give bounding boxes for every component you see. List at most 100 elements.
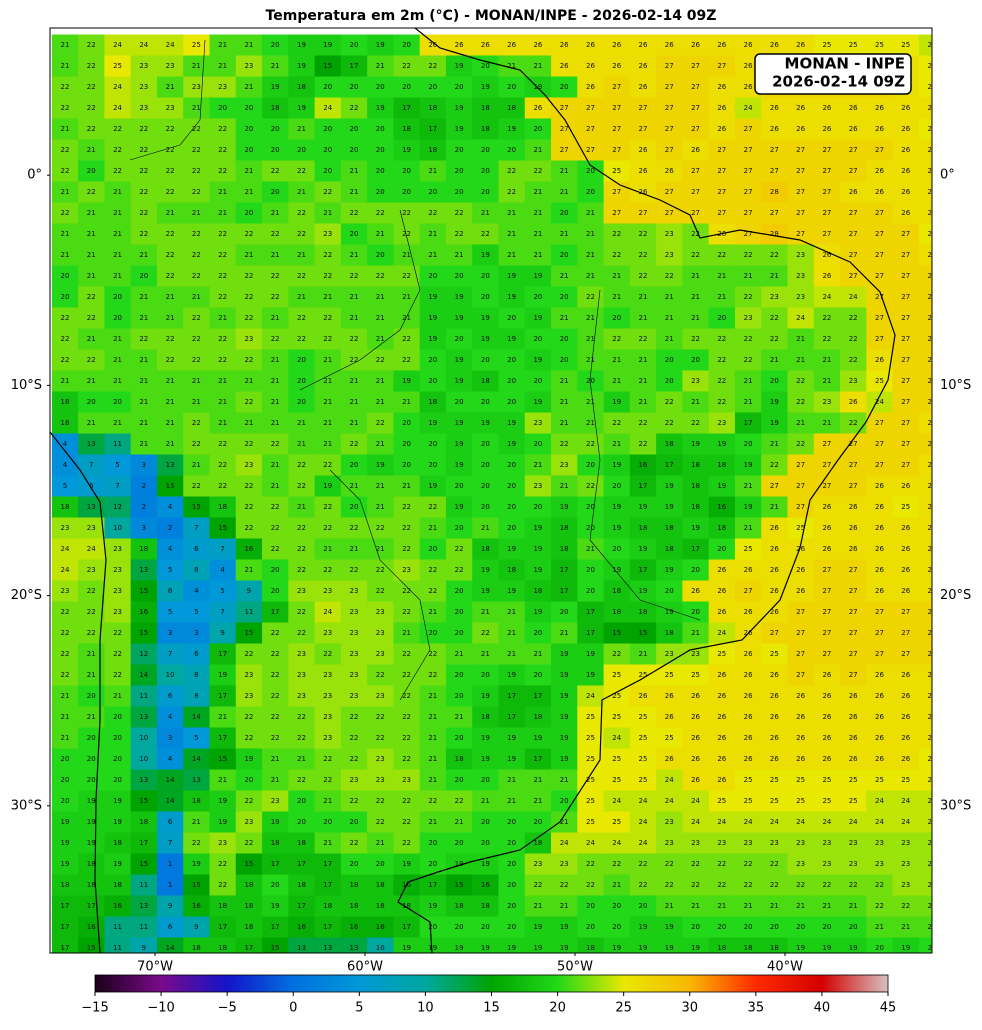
temperature-label: 24	[822, 818, 831, 826]
temperature-cell	[262, 265, 289, 288]
temperature-cell	[419, 349, 447, 372]
temperature-label: 24	[744, 104, 753, 112]
temperature-cell	[682, 496, 710, 519]
temperature-label: 21	[271, 356, 280, 364]
temperature-label: 26	[796, 713, 805, 721]
temperature-label: 20	[297, 377, 306, 385]
temperature-cell	[892, 328, 920, 351]
colorbar-tick-label: 25	[615, 1001, 632, 1016]
temperature-label: 21	[166, 419, 175, 427]
temperature-label: 21	[244, 419, 253, 427]
temperature-label: 18	[376, 902, 385, 910]
temperature-label: 25	[665, 671, 674, 679]
temperature-cell	[892, 97, 920, 120]
temperature-label: 23	[323, 587, 332, 595]
temperature-label: 27	[875, 629, 884, 637]
temperature-cell	[866, 34, 894, 57]
temperature-label: 21	[113, 272, 122, 280]
temperature-label: 22	[244, 398, 253, 406]
temperature-label: 21	[61, 62, 70, 70]
temperature-label: 21	[560, 272, 569, 280]
temperature-label: 20	[61, 755, 70, 763]
temperature-label: 15	[218, 755, 227, 763]
temperature-label: 19	[533, 272, 542, 280]
temperature-cell	[183, 412, 211, 435]
temperature-cell	[577, 55, 605, 78]
temperature-cell	[209, 34, 237, 57]
temperature-cell	[918, 475, 932, 498]
temperature-label: 22	[244, 314, 253, 322]
temperature-label: 19	[507, 671, 516, 679]
temperature-cell	[78, 223, 106, 246]
temperature-label: 23	[323, 230, 332, 238]
temperature-cell	[603, 202, 631, 225]
temperature-label: 21	[665, 293, 674, 301]
temperature-label: 1	[168, 881, 172, 889]
temperature-cell	[840, 454, 867, 477]
temperature-label: 22	[796, 377, 805, 385]
temperature-label: 27	[717, 188, 726, 196]
temperature-label: 24	[612, 839, 621, 847]
temperature-label: 22	[297, 230, 306, 238]
temperature-label: 21	[271, 62, 280, 70]
temperature-cell	[472, 139, 500, 162]
temperature-label: 18	[665, 440, 674, 448]
temperature-label: 22	[796, 398, 805, 406]
temperature-cell	[393, 223, 421, 246]
temperature-cell	[156, 223, 184, 246]
temperature-label: 16	[481, 881, 490, 889]
temperature-cell	[235, 433, 263, 456]
temperature-cell	[813, 391, 841, 414]
temperature-cell	[656, 34, 684, 57]
temperature-label: 22	[218, 335, 227, 343]
temperature-cell	[892, 412, 920, 435]
temperature-label: 3	[142, 461, 146, 469]
temperature-cell	[419, 265, 447, 288]
temperature-cell	[892, 307, 920, 330]
temperature-label: 21	[297, 440, 306, 448]
temperature-cell	[78, 517, 106, 540]
temperature-label: 18	[481, 125, 490, 133]
temperature-label: 22	[455, 566, 464, 574]
temperature-label: 23	[323, 629, 332, 637]
temperature-cell	[866, 202, 894, 225]
temperature-label: 22	[271, 230, 280, 238]
temperature-label: 19	[586, 650, 595, 658]
temperature-label: 5	[168, 608, 172, 616]
temperature-label: 22	[323, 650, 332, 658]
temperature-label: 19	[639, 944, 648, 952]
temperature-label: 22	[717, 881, 726, 889]
temperature-label: 23	[218, 83, 227, 91]
temperature-label: 21	[297, 755, 306, 763]
temperature-cell	[367, 55, 395, 78]
temperature-label: 22	[691, 419, 700, 427]
temperature-cell	[209, 328, 237, 351]
temperature-label: 21	[744, 482, 753, 490]
colorbar-tick-label: 15	[483, 1001, 500, 1016]
temperature-label: 20	[481, 671, 490, 679]
temperature-label: 20	[481, 188, 490, 196]
temperature-label: 26	[849, 713, 858, 721]
temperature-label: 21	[61, 188, 70, 196]
temperature-label: 3	[194, 629, 198, 637]
temperature-label: 26	[744, 755, 753, 763]
temperature-label: 15	[639, 629, 648, 637]
temperature-label: 22	[244, 440, 253, 448]
temperature-label: 4	[168, 755, 173, 763]
temperature-label: 26	[849, 503, 858, 511]
temperature-label: 17	[139, 839, 148, 847]
temperature-cell	[629, 223, 657, 246]
temperature-label: 20	[297, 398, 306, 406]
temperature-label: 21	[271, 755, 280, 763]
temperature-label: 23	[533, 419, 542, 427]
temperature-cell	[813, 139, 841, 162]
temperature-cell	[314, 454, 342, 477]
temperature-label: 21	[428, 818, 437, 826]
temperature-label: 22	[87, 83, 96, 91]
temperature-cell	[577, 370, 605, 393]
temperature-label: 18	[481, 902, 490, 910]
temperature-label: 22	[612, 860, 621, 868]
temperature-cell	[183, 139, 211, 162]
temperature-label: 21	[218, 314, 227, 322]
temperature-label: 27	[875, 230, 884, 238]
